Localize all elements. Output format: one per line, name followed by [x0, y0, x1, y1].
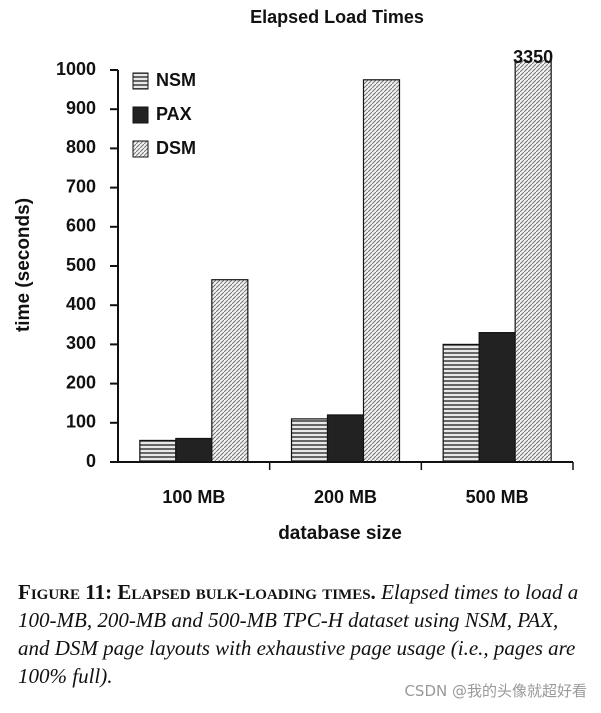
- bar: [211, 279, 249, 463]
- legend-label: NSM: [156, 70, 196, 90]
- caption: Figure 11: Elapsed bulk-loading times. E…: [18, 578, 588, 690]
- y-tick-label: 500: [66, 255, 96, 275]
- bar: [326, 414, 365, 463]
- data-label: 3350: [513, 47, 553, 67]
- legend-swatch: [132, 106, 149, 124]
- y-tick-label: 900: [66, 98, 96, 118]
- chart: Elapsed Load Times database size time (s…: [13, 7, 574, 544]
- bar: [442, 343, 480, 463]
- y-tick-label: 100: [66, 412, 96, 432]
- y-tick-label: 300: [66, 333, 96, 353]
- y-axis-label: time (seconds): [13, 198, 34, 332]
- y-tick-label: 800: [66, 137, 96, 157]
- y-tick-label: 1000: [56, 59, 96, 79]
- bar: [290, 418, 329, 463]
- bar: [139, 439, 177, 463]
- y-tick-label: 600: [66, 216, 96, 236]
- caption-label: Figure 11: Elapsed bulk-loading times.: [18, 580, 376, 604]
- x-axis-label: database size: [278, 523, 402, 544]
- caption-text: Elapsed times to load a 100-MB, 200-MB a…: [18, 580, 579, 688]
- x-tick-label: 200 MB: [314, 487, 377, 507]
- legend-label: DSM: [156, 138, 196, 158]
- legend-label: PAX: [156, 104, 192, 124]
- y-tick-label: 0: [86, 451, 96, 471]
- bar: [514, 60, 552, 463]
- x-tick-label: 100 MB: [162, 487, 225, 507]
- y-tick-label: 700: [66, 176, 96, 196]
- y-tick-label: 200: [66, 372, 96, 392]
- bar: [175, 437, 213, 463]
- y-tick-label: 400: [66, 294, 96, 314]
- legend-swatch: [132, 72, 149, 90]
- bars: [139, 60, 552, 463]
- legend-swatch: [132, 140, 149, 158]
- x-tick-label: 500 MB: [466, 487, 529, 507]
- bar: [478, 332, 516, 463]
- bar: [362, 79, 401, 463]
- watermark: CSDN @我的头像就超好看: [404, 682, 587, 700]
- chart-title: Elapsed Load Times: [250, 7, 424, 27]
